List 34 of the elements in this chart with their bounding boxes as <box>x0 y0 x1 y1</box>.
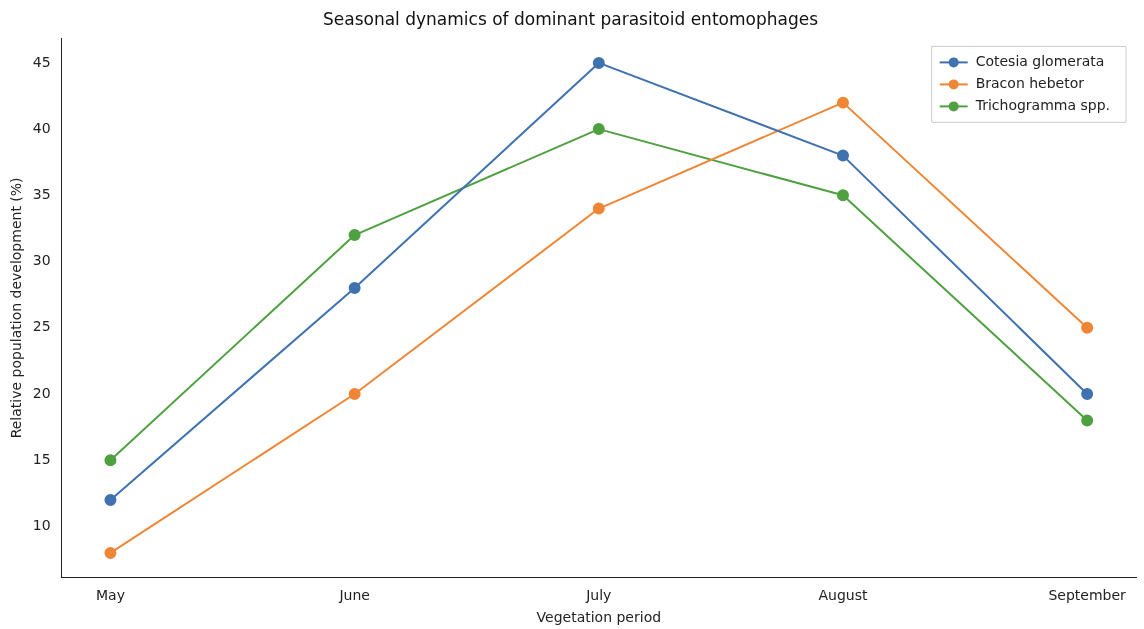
legend-label: Trichogramma spp. <box>974 97 1111 114</box>
x-tick-label: July <box>585 587 612 604</box>
x-tick-label: June <box>338 587 370 604</box>
point <box>348 229 361 242</box>
x-tick-label: September <box>1048 587 1127 604</box>
point <box>836 189 849 202</box>
y-tick-label: 10 <box>32 517 51 534</box>
point <box>104 546 117 559</box>
point <box>1081 414 1094 427</box>
y-axis-title: Relative population development (%) <box>8 177 25 439</box>
point <box>1081 321 1094 334</box>
x-tick-label: August <box>818 587 868 604</box>
y-tick-label: 45 <box>32 53 51 70</box>
point <box>836 149 849 162</box>
point <box>348 282 361 295</box>
y-tick-label: 15 <box>32 450 51 467</box>
y-tick-label: 25 <box>32 318 51 335</box>
point <box>592 123 605 136</box>
x-tick-label: May <box>95 587 125 604</box>
point <box>1081 387 1094 400</box>
y-tick-label: 20 <box>32 384 51 401</box>
point <box>104 493 117 506</box>
y-tick-label: 30 <box>32 252 51 269</box>
x-axis-title: Vegetation period <box>536 609 662 626</box>
point <box>592 56 605 69</box>
point <box>104 454 117 467</box>
chart-title: Seasonal dynamics of dominant parasitoid entomophages <box>322 8 819 29</box>
y-tick-label: 35 <box>32 185 51 202</box>
point <box>836 96 849 109</box>
y-tick-label: 40 <box>32 119 51 136</box>
point <box>348 387 361 400</box>
legend-label: Bracon hebetor <box>975 75 1085 92</box>
point <box>592 202 605 215</box>
legend-label: Cotesia glomerata <box>975 53 1105 70</box>
